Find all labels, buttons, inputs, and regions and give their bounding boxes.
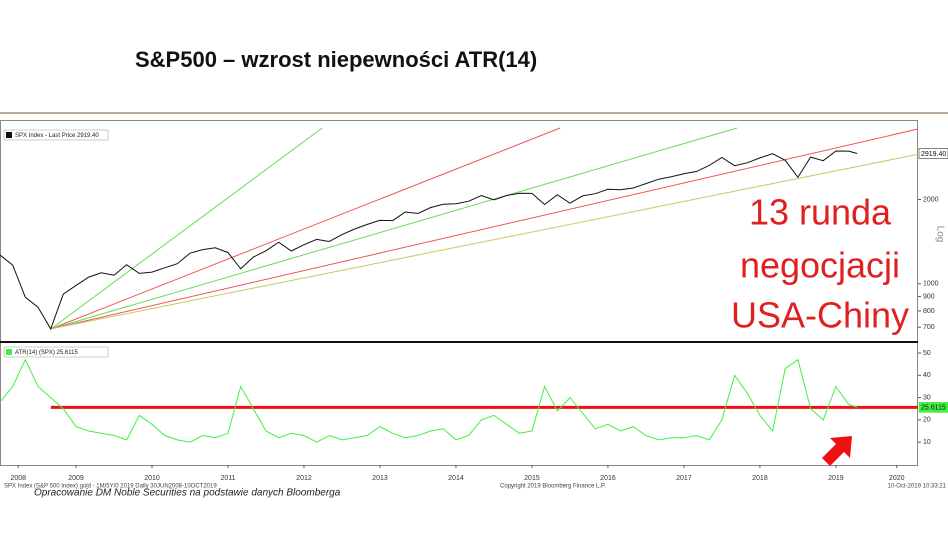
footer-source: SPX Index (S&P 500 Index) gold - 1M/5Y/0… <box>4 484 217 490</box>
trend-line <box>50 127 738 330</box>
annotation: negocjacji <box>740 245 900 286</box>
legend-swatch <box>6 349 12 355</box>
y-tick-label: 900 <box>923 293 935 300</box>
x-tick-label: 2012 <box>296 475 312 482</box>
y-tick-label: 700 <box>923 324 935 331</box>
legend-box <box>3 129 109 141</box>
footer-credit: Opracowanie DM Noble Securities na podst… <box>34 488 341 499</box>
y-tick-label: 1000 <box>923 281 939 288</box>
y-tick-label: 800 <box>923 308 935 315</box>
last-value-box <box>918 148 948 159</box>
x-tick-label: 2017 <box>676 475 692 482</box>
legend-box <box>3 346 109 358</box>
annotation: 13 runda <box>749 192 892 233</box>
x-tick-label: 2011 <box>220 475 235 482</box>
last-value-label: 25.6115 <box>921 405 946 412</box>
trend-line <box>50 128 919 330</box>
footer-timestamp: 10-Oct-2019 10:33:21 <box>888 484 947 490</box>
x-tick-label: 2020 <box>889 475 905 482</box>
legend-label: SPX Index - Last Price 2919.40 <box>15 133 99 139</box>
footer-copyright: Copyright 2019 Bloomberg Finance L.P. <box>500 484 606 490</box>
x-tick-label: 2010 <box>144 475 160 482</box>
series-line <box>0 358 858 443</box>
arrow <box>822 436 852 466</box>
annotation: USA-Chiny <box>731 295 909 336</box>
y-tick-label: 50 <box>923 350 931 357</box>
y-tick-label: 2000 <box>923 196 939 203</box>
x-tick-label: 2019 <box>828 475 844 482</box>
last-value-label: 2919.40 <box>921 151 946 158</box>
trend-line <box>50 153 919 330</box>
x-tick-label: 2013 <box>372 475 388 482</box>
trend-line <box>50 127 323 330</box>
last-value-box <box>918 402 948 413</box>
y-tick-label: 20 <box>923 417 931 424</box>
y-tick-label: 40 <box>923 372 931 379</box>
chart-frame <box>0 120 918 466</box>
series-line <box>0 150 858 331</box>
y-axis-label: Log <box>934 226 945 243</box>
x-tick-label: 2008 <box>10 475 26 482</box>
x-tick-label: 2014 <box>448 475 464 482</box>
legend-swatch <box>6 132 12 138</box>
title: S&P500 – wzrost niepewności ATR(14) <box>135 47 537 72</box>
y-tick-label: 30 <box>923 394 931 401</box>
x-tick-label: 2015 <box>524 475 540 482</box>
x-tick-label: 2018 <box>752 475 768 482</box>
x-tick-label: 2016 <box>600 475 616 482</box>
legend-label: ATR(14) (SPX) 25.6115 <box>15 350 78 356</box>
y-tick-label: 10 <box>923 439 931 446</box>
trend-line <box>50 127 561 330</box>
x-tick-label: 2009 <box>68 475 84 482</box>
